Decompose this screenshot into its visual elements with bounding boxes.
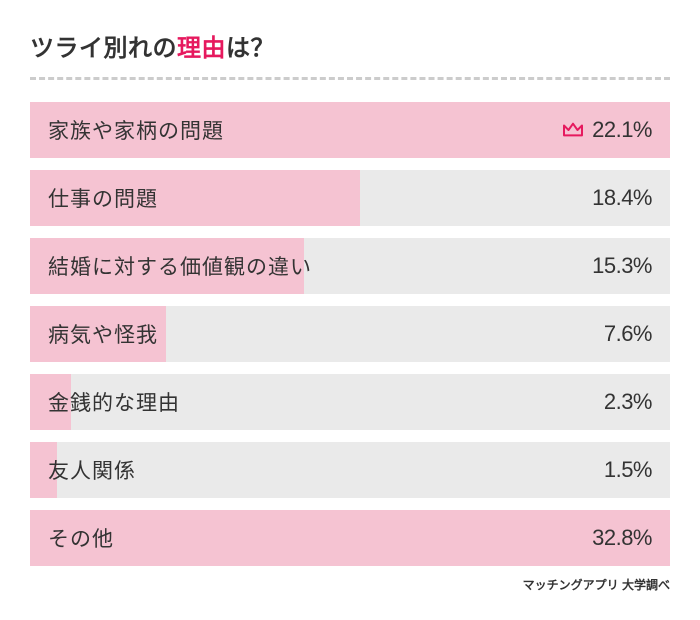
bar-label: 家族や家柄の問題 [48, 115, 224, 145]
bar-label: 結婚に対する価値観の違い [48, 251, 312, 281]
bar-label: 金銭的な理由 [48, 387, 180, 417]
title-prefix: ツライ別れの [30, 35, 177, 62]
crown-icon [562, 121, 584, 139]
bar-value-wrap: 22.1% [562, 117, 652, 143]
bar-value: 22.1% [592, 117, 652, 143]
bar-value: 15.3% [592, 253, 652, 279]
bar-row: 金銭的な理由 2.3% [30, 374, 670, 430]
bar-label: 病気や怪我 [48, 319, 158, 349]
title-suffix: は？ [226, 35, 275, 62]
bar-row: その他 32.8% [30, 510, 670, 566]
bar-chart: 家族や家柄の問題 22.1% 仕事の問題 18.4% 結婚に対する価値観の違い 15.3%… [30, 102, 670, 566]
chart-title: ツライ別れの理由は？ [30, 28, 670, 63]
bar-row: 仕事の問題 18.4% [30, 170, 670, 226]
bar-label: 友人関係 [48, 455, 136, 485]
bar-value: 7.6% [604, 321, 652, 347]
bar-value: 1.5% [604, 457, 652, 483]
bar-value-wrap: 18.4% [592, 185, 652, 211]
bar-value: 18.4% [592, 185, 652, 211]
title-divider [30, 77, 670, 80]
bar-value-wrap: 2.3% [604, 389, 652, 415]
title-accent: 理由 [177, 35, 226, 62]
bar-fill [30, 510, 670, 566]
bar-value-wrap: 32.8% [592, 525, 652, 551]
source-footnote: マッチングアプリ 大学調べ [30, 576, 670, 593]
bar-value: 2.3% [604, 389, 652, 415]
bar-row: 家族や家柄の問題 22.1% [30, 102, 670, 158]
bar-row: 結婚に対する価値観の違い 15.3% [30, 238, 670, 294]
bar-value: 32.8% [592, 525, 652, 551]
bar-row: 友人関係 1.5% [30, 442, 670, 498]
bar-value-wrap: 15.3% [592, 253, 652, 279]
bar-row: 病気や怪我 7.6% [30, 306, 670, 362]
bar-label: 仕事の問題 [48, 183, 158, 213]
bar-value-wrap: 7.6% [604, 321, 652, 347]
bar-value-wrap: 1.5% [604, 457, 652, 483]
bar-label: その他 [48, 523, 114, 553]
